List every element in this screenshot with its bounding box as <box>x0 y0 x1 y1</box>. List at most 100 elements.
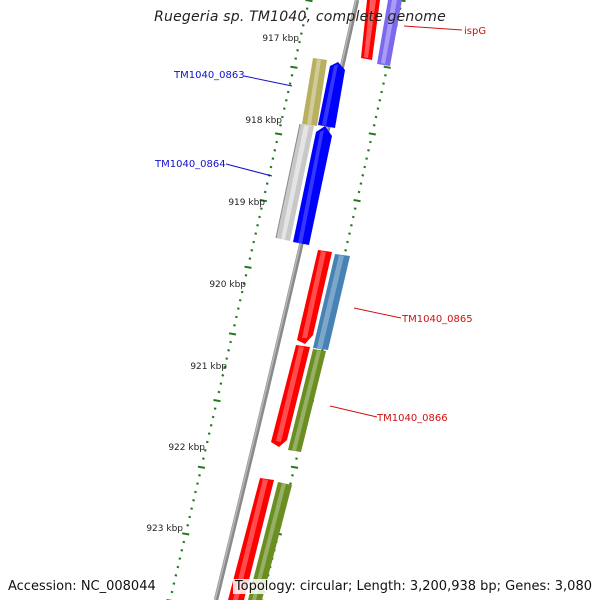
minor-tick-mark <box>300 32 303 35</box>
major-tick-mark <box>383 65 391 69</box>
minor-tick-mark <box>351 215 355 219</box>
kbp-tick-label: 923 kbp <box>146 524 183 534</box>
genome-title: Ruegeria sp. TM1040, complete genome <box>154 9 446 25</box>
gene-feature-TM1040_0863 <box>318 62 345 128</box>
minor-tick-mark <box>286 90 290 94</box>
kbp-tick-label: 918 kbp <box>245 116 282 126</box>
minor-tick-mark <box>209 424 213 427</box>
minor-tick-mark <box>294 57 298 60</box>
major-tick-mark <box>274 132 283 136</box>
gene-feature-TM1040_0866-olive <box>288 349 326 452</box>
minor-tick-mark <box>296 49 299 52</box>
minor-tick-mark <box>176 565 180 569</box>
minor-tick-mark <box>372 124 376 127</box>
minor-tick-mark <box>271 157 275 160</box>
minor-tick-mark <box>205 440 209 444</box>
minor-tick-mark <box>258 215 261 219</box>
minor-tick-mark <box>256 224 259 227</box>
gene-feature-TM1040_0865-steel <box>313 254 350 350</box>
leader-line-TM1040_0864 <box>225 163 273 177</box>
minor-tick-mark <box>295 457 298 460</box>
major-tick-mark <box>259 199 267 203</box>
minor-tick-mark <box>223 365 227 369</box>
minor-tick-mark <box>288 82 292 85</box>
tick-ruler-left <box>166 0 313 600</box>
minor-tick-mark <box>242 282 246 285</box>
minor-tick-mark <box>244 274 248 277</box>
minor-tick-mark <box>217 390 221 394</box>
minor-tick-mark <box>178 557 182 560</box>
minor-tick-mark <box>240 290 244 294</box>
major-tick-mark <box>290 65 298 69</box>
minor-tick-mark <box>170 590 174 594</box>
minor-tick-mark <box>182 540 186 544</box>
leader-line-ispG <box>403 25 463 31</box>
minor-tick-mark <box>211 415 215 419</box>
kbp-tick-label: 921 kbp <box>190 362 227 372</box>
minor-tick-mark <box>194 490 197 494</box>
minor-tick-mark <box>290 74 294 77</box>
major-tick-mark <box>305 0 313 3</box>
minor-tick-mark <box>350 224 353 227</box>
minor-tick-mark <box>250 249 254 252</box>
minor-tick-mark <box>236 307 240 310</box>
minor-tick-mark <box>202 457 205 460</box>
minor-tick-mark <box>298 40 301 44</box>
minor-tick-mark <box>359 182 363 185</box>
minor-tick-mark <box>227 349 230 352</box>
gene-label-TM1040_0863[interactable]: TM1040_0863 <box>173 70 245 81</box>
minor-tick-mark <box>219 382 223 385</box>
minor-tick-mark <box>192 499 195 502</box>
leader-line-TM1040_0865 <box>353 307 402 319</box>
minor-tick-mark <box>344 249 347 252</box>
minor-tick-mark <box>248 257 252 260</box>
minor-tick-mark <box>235 315 238 319</box>
minor-tick-mark <box>357 190 361 194</box>
gene-label-TM1040_0866[interactable]: TM1040_0866 <box>376 413 448 424</box>
accession-label: Accession: NC_008044 <box>6 579 158 594</box>
major-tick-mark <box>197 465 206 469</box>
minor-tick-mark <box>320 349 324 352</box>
minor-tick-mark <box>254 232 258 235</box>
minor-tick-mark <box>369 140 372 144</box>
major-tick-mark <box>213 399 221 403</box>
major-tick-mark <box>244 265 252 269</box>
minor-tick-mark <box>207 432 211 435</box>
major-tick-mark <box>353 199 361 203</box>
gene-feature-TM1040_0866-red <box>271 345 310 447</box>
leader-line-TM1040_0866 <box>329 405 378 418</box>
leader-line-TM1040_0863 <box>243 75 293 87</box>
major-tick-mark <box>368 132 376 136</box>
major-tick-mark <box>290 465 299 469</box>
minor-tick-mark <box>376 107 380 110</box>
gene-label-ispG[interactable]: ispG <box>464 26 486 37</box>
minor-tick-mark <box>180 549 184 552</box>
minor-tick-mark <box>265 182 269 185</box>
gene-label-TM1040_0865[interactable]: TM1040_0865 <box>401 314 473 325</box>
gene-label-TM1040_0864[interactable]: TM1040_0864 <box>154 159 226 170</box>
gene-feature-bottom-olive <box>248 482 292 600</box>
minor-tick-mark <box>284 99 288 102</box>
kbp-tick-label: 917 kbp <box>262 34 299 44</box>
gene-feature-TM1040_0865-red <box>297 250 332 344</box>
gene-feature-ispG-red <box>361 0 380 60</box>
topology-label: Topology: circular; Length: 3,200,938 bp… <box>232 579 594 594</box>
minor-tick-mark <box>353 207 357 210</box>
minor-tick-mark <box>269 165 273 169</box>
minor-tick-mark <box>279 124 282 127</box>
minor-tick-mark <box>260 207 263 210</box>
kbp-tick-label: 920 kbp <box>209 280 246 290</box>
minor-tick-mark <box>348 232 351 235</box>
minor-tick-mark <box>225 357 229 360</box>
minor-tick-mark <box>252 240 256 244</box>
kbp-tick-label: 922 kbp <box>168 443 205 453</box>
minor-tick-mark <box>305 7 309 10</box>
major-tick-mark <box>228 332 237 336</box>
minor-tick-mark <box>384 74 387 77</box>
minor-tick-mark <box>172 582 176 585</box>
minor-tick-mark <box>221 374 225 377</box>
minor-tick-mark <box>365 157 368 160</box>
minor-tick-mark <box>213 407 217 410</box>
gene-feature-bottom-red <box>228 478 274 600</box>
